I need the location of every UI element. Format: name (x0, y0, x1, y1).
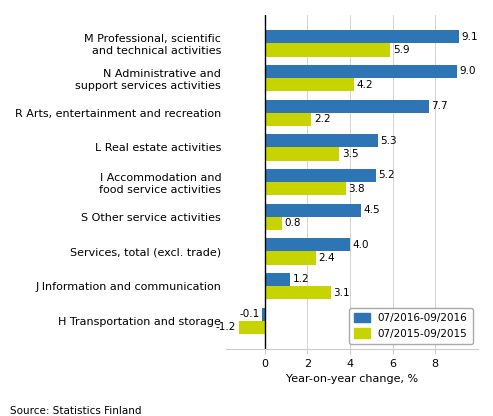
Bar (262, 307, 265, 321)
Bar (265, 134, 378, 147)
Bar (265, 99, 429, 113)
Bar (265, 286, 331, 299)
Bar (265, 182, 346, 195)
Bar (265, 273, 290, 286)
Text: 9.0: 9.0 (459, 67, 476, 77)
Bar (239, 321, 265, 334)
Bar (265, 113, 312, 126)
X-axis label: Year-on-year change, %: Year-on-year change, % (286, 374, 418, 384)
Bar (265, 65, 457, 78)
Bar (265, 217, 282, 230)
Bar (265, 30, 459, 43)
Bar (265, 147, 339, 161)
Text: -0.1: -0.1 (240, 309, 260, 319)
Text: 2.2: 2.2 (314, 114, 331, 124)
Text: 4.2: 4.2 (357, 79, 373, 89)
Bar (265, 238, 350, 251)
Text: 5.9: 5.9 (393, 45, 410, 55)
Text: 3.1: 3.1 (333, 287, 350, 297)
Text: 4.5: 4.5 (363, 205, 380, 215)
Text: 7.7: 7.7 (431, 101, 448, 111)
Text: 9.1: 9.1 (461, 32, 478, 42)
Text: 0.8: 0.8 (284, 218, 301, 228)
Legend: 07/2016-09/2016, 07/2015-09/2015: 07/2016-09/2016, 07/2015-09/2015 (349, 308, 473, 344)
Text: 5.3: 5.3 (380, 136, 397, 146)
Text: 3.8: 3.8 (348, 183, 365, 193)
Bar (265, 169, 376, 182)
Text: 5.2: 5.2 (378, 171, 395, 181)
Text: 1.2: 1.2 (293, 275, 309, 285)
Text: 4.0: 4.0 (352, 240, 369, 250)
Bar (265, 43, 390, 57)
Text: 3.5: 3.5 (342, 149, 358, 159)
Text: -1.2: -1.2 (216, 322, 236, 332)
Bar (265, 251, 316, 265)
Text: Source: Statistics Finland: Source: Statistics Finland (10, 406, 141, 416)
Bar (265, 203, 360, 217)
Bar (265, 78, 354, 91)
Text: 2.4: 2.4 (318, 253, 335, 263)
